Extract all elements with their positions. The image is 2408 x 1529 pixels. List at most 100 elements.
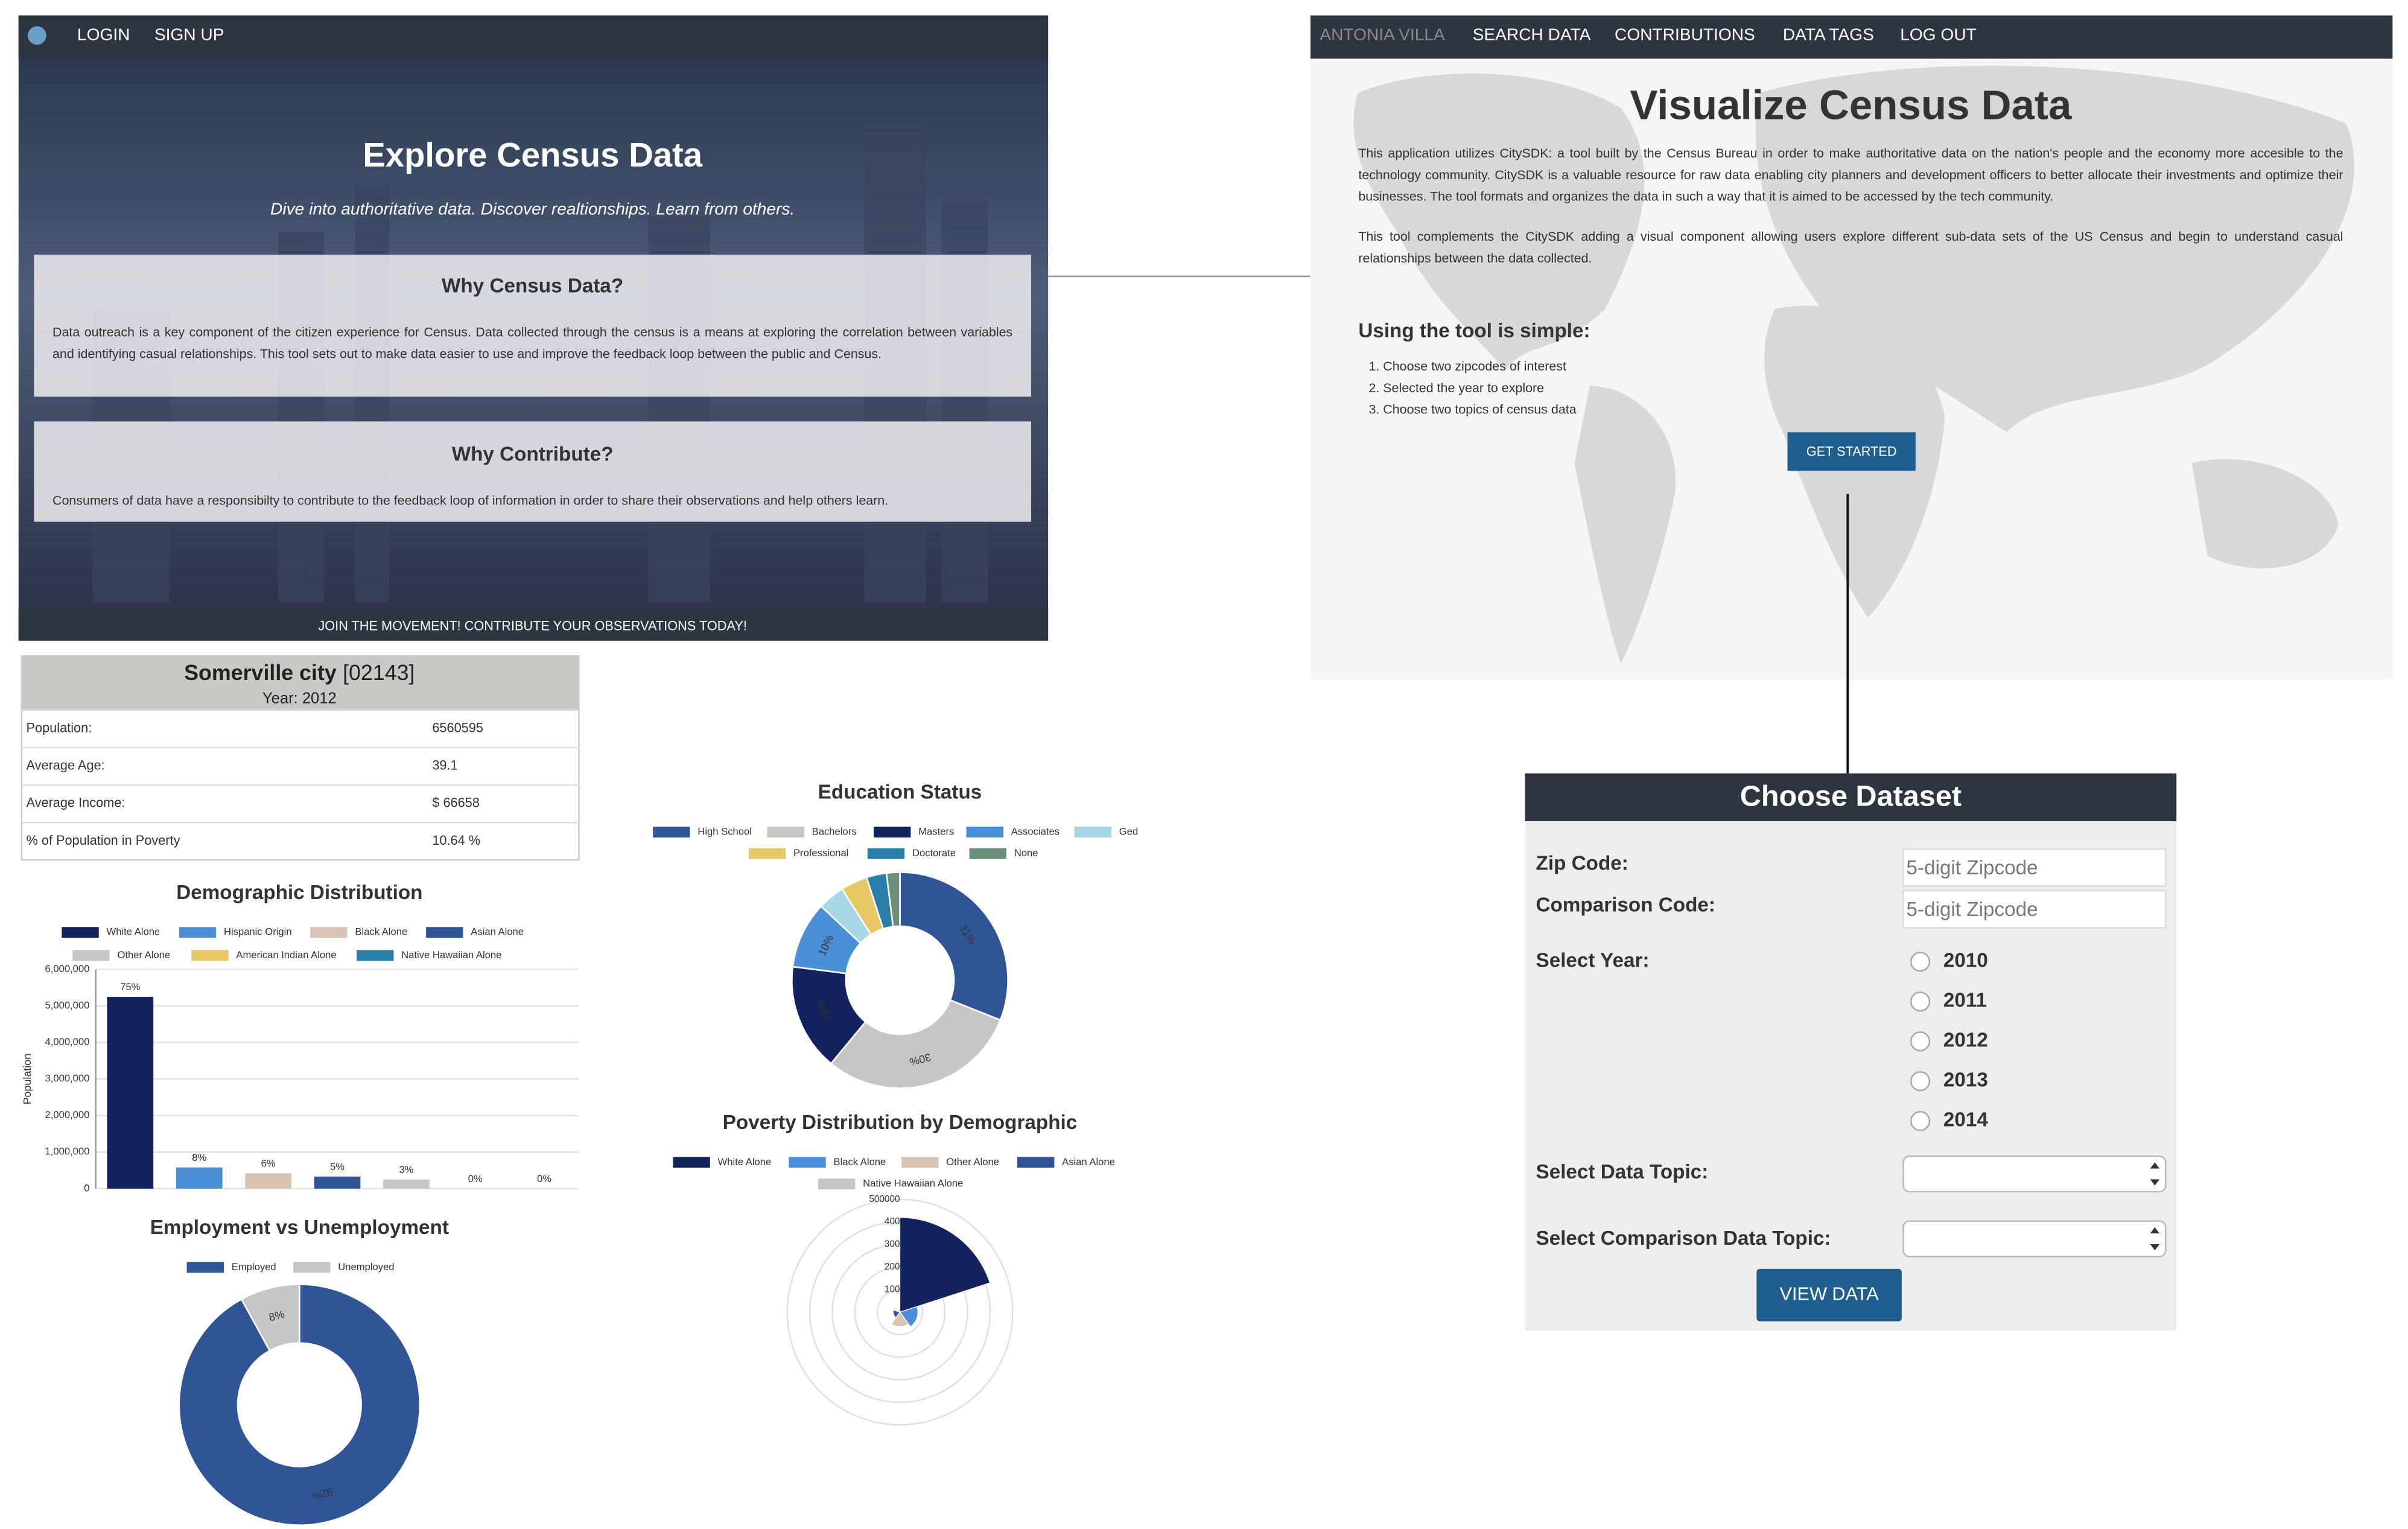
- hero-title: Explore Census Data: [363, 136, 703, 174]
- chart: Education Status High School Bachelors Mast…: [653, 781, 1138, 1089]
- bar: [176, 1167, 223, 1189]
- row-value: 6560595: [432, 720, 483, 735]
- legend-swatch: [62, 927, 99, 938]
- legend-label: White Alone: [107, 926, 160, 938]
- legend-label: Unemployed: [338, 1261, 394, 1273]
- form-header: [1525, 773, 2177, 822]
- comparison-topic-select[interactable]: [1902, 1220, 2167, 1257]
- chart: Poverty Distribution by Demographic White…: [673, 1111, 1115, 1426]
- grid-ring: [786, 1198, 1014, 1426]
- legend-label: Other Alone: [117, 949, 170, 961]
- card-text-box: Data outreach is a key component of the …: [52, 324, 1013, 361]
- legend-swatch: [874, 826, 911, 838]
- legend-label: Employed: [232, 1261, 276, 1273]
- y-tick-label: 0: [84, 1182, 89, 1194]
- legend-swatch: [310, 927, 348, 938]
- legend-label: Bachelors: [812, 825, 857, 837]
- r-tick-label: 400: [885, 1216, 900, 1227]
- donut-slice: [830, 999, 1002, 1089]
- year-option: 2013: [1943, 1069, 1988, 1092]
- step: Selected the year to explore: [1383, 378, 1822, 397]
- year-option: 2012: [1943, 1029, 1988, 1052]
- legend-swatch: [969, 848, 1007, 859]
- steps-list: Choose two zipcodes of interest Selected…: [1358, 357, 1821, 418]
- bar: [383, 1179, 430, 1189]
- donut-slice: [791, 965, 867, 1065]
- legend-label: Native Hawaiian Alone: [863, 1178, 963, 1189]
- chart-title: Education Status: [818, 781, 982, 804]
- r-tick-label: 200: [885, 1262, 900, 1272]
- y-tick-label: 1,000,000: [45, 1146, 89, 1157]
- card: [34, 255, 1031, 397]
- button-label[interactable]: VIEW DATA: [1779, 1283, 1879, 1305]
- steps-box: Choose two zipcodes of interest Selected…: [1358, 357, 1821, 426]
- intro-paragraph: This application utilizes CitySDK: a too…: [1358, 145, 2343, 204]
- radio[interactable]: [1910, 1071, 1931, 1092]
- chart-title: Poverty Distribution by Demographic: [723, 1111, 1078, 1134]
- step: Choose two zipcodes of interest: [1383, 357, 1822, 375]
- row-label: Average Income:: [27, 795, 125, 810]
- nav-logout[interactable]: LOG OUT: [1900, 25, 1977, 43]
- nav-login[interactable]: LOGIN: [77, 25, 130, 43]
- legend-label: Native Hawaiian Alone: [401, 949, 501, 961]
- view-data-button[interactable]: [1756, 1268, 1902, 1321]
- card-text-box: Consumers of data have a responsibilty t…: [52, 492, 889, 508]
- bar-label: 0%: [537, 1173, 551, 1184]
- row-value: 39.1: [432, 757, 457, 772]
- hero-subtitle: Dive into authoritative data. Discover r…: [270, 199, 795, 218]
- comparison-input[interactable]: [1902, 889, 2167, 929]
- radio[interactable]: [1910, 991, 1931, 1012]
- chart: Employment vs Unemployment Employed Unempl…: [150, 1216, 449, 1526]
- legend-label: Doctorate: [912, 847, 956, 859]
- radio[interactable]: [1910, 952, 1931, 972]
- get-started-button[interactable]: [1787, 432, 1916, 471]
- field-label: Select Data Topic:: [1536, 1161, 1709, 1183]
- nav-signup[interactable]: SIGN UP: [154, 25, 224, 43]
- bar-label: 8%: [192, 1152, 206, 1163]
- zip-input[interactable]: [1902, 848, 2167, 887]
- select-arrows: [2150, 1227, 2160, 1251]
- nav-contributions[interactable]: CONTRIBUTIONS: [1615, 25, 1755, 43]
- y-tick-label: 6,000,000: [45, 963, 89, 974]
- legend-swatch: [72, 950, 110, 961]
- donut-slice: [885, 871, 901, 928]
- form-title: Choose Dataset: [1740, 780, 1962, 812]
- donut-slice: [899, 871, 1009, 1022]
- card-text: Data outreach is a key component of the …: [52, 324, 1013, 361]
- nav-search[interactable]: SEARCH DATA: [1473, 25, 1591, 43]
- legend-swatch: [293, 1262, 331, 1273]
- radio[interactable]: [1910, 1111, 1931, 1131]
- row-label: Average Age:: [27, 757, 105, 772]
- legend-label: Black Alone: [834, 1156, 886, 1168]
- legend-label: White Alone: [718, 1156, 772, 1168]
- polar-sector: [897, 1309, 901, 1313]
- chart-title: Demographic Distribution: [176, 882, 422, 904]
- nav-user[interactable]: ANTONIA VILLA: [1320, 25, 1445, 43]
- legend-swatch: [191, 950, 229, 961]
- radio[interactable]: [1910, 1031, 1931, 1052]
- card-text: Consumers of data have a responsibilty t…: [52, 492, 889, 508]
- nav-tags[interactable]: DATA TAGS: [1783, 25, 1874, 43]
- legend-label: Other Alone: [946, 1156, 999, 1168]
- card-title: Why Census Data?: [442, 275, 623, 297]
- y-tick-label: 4,000,000: [45, 1036, 89, 1047]
- footer-text[interactable]: JOIN THE MOVEMENT! CONTRIBUTE YOUR OBSER…: [318, 618, 747, 633]
- select-arrows: [2150, 1162, 2160, 1186]
- legend-label: Black Alone: [355, 926, 407, 938]
- summary-heading: Somerville city [02143]: [184, 661, 415, 685]
- summary-header: [21, 656, 579, 710]
- legend-swatch: [901, 1157, 939, 1168]
- row-value: 10.64 %: [432, 833, 480, 848]
- step: Choose two topics of census data: [1383, 400, 1822, 419]
- r-tick-label: 100: [885, 1284, 900, 1294]
- r-tick-label: 300: [885, 1239, 900, 1250]
- legend-label: None: [1014, 847, 1038, 859]
- polar-sector: [899, 1217, 991, 1313]
- placeholder: 5-digit Zipcode: [1907, 898, 2038, 921]
- bar-label: 75%: [120, 981, 140, 993]
- button-label[interactable]: GET STARTED: [1806, 443, 1897, 459]
- nav-bar: [18, 15, 1049, 59]
- page-title: Visualize Census Data: [1630, 81, 2071, 128]
- topic-select[interactable]: [1902, 1155, 2167, 1193]
- legend-swatch: [186, 1262, 224, 1273]
